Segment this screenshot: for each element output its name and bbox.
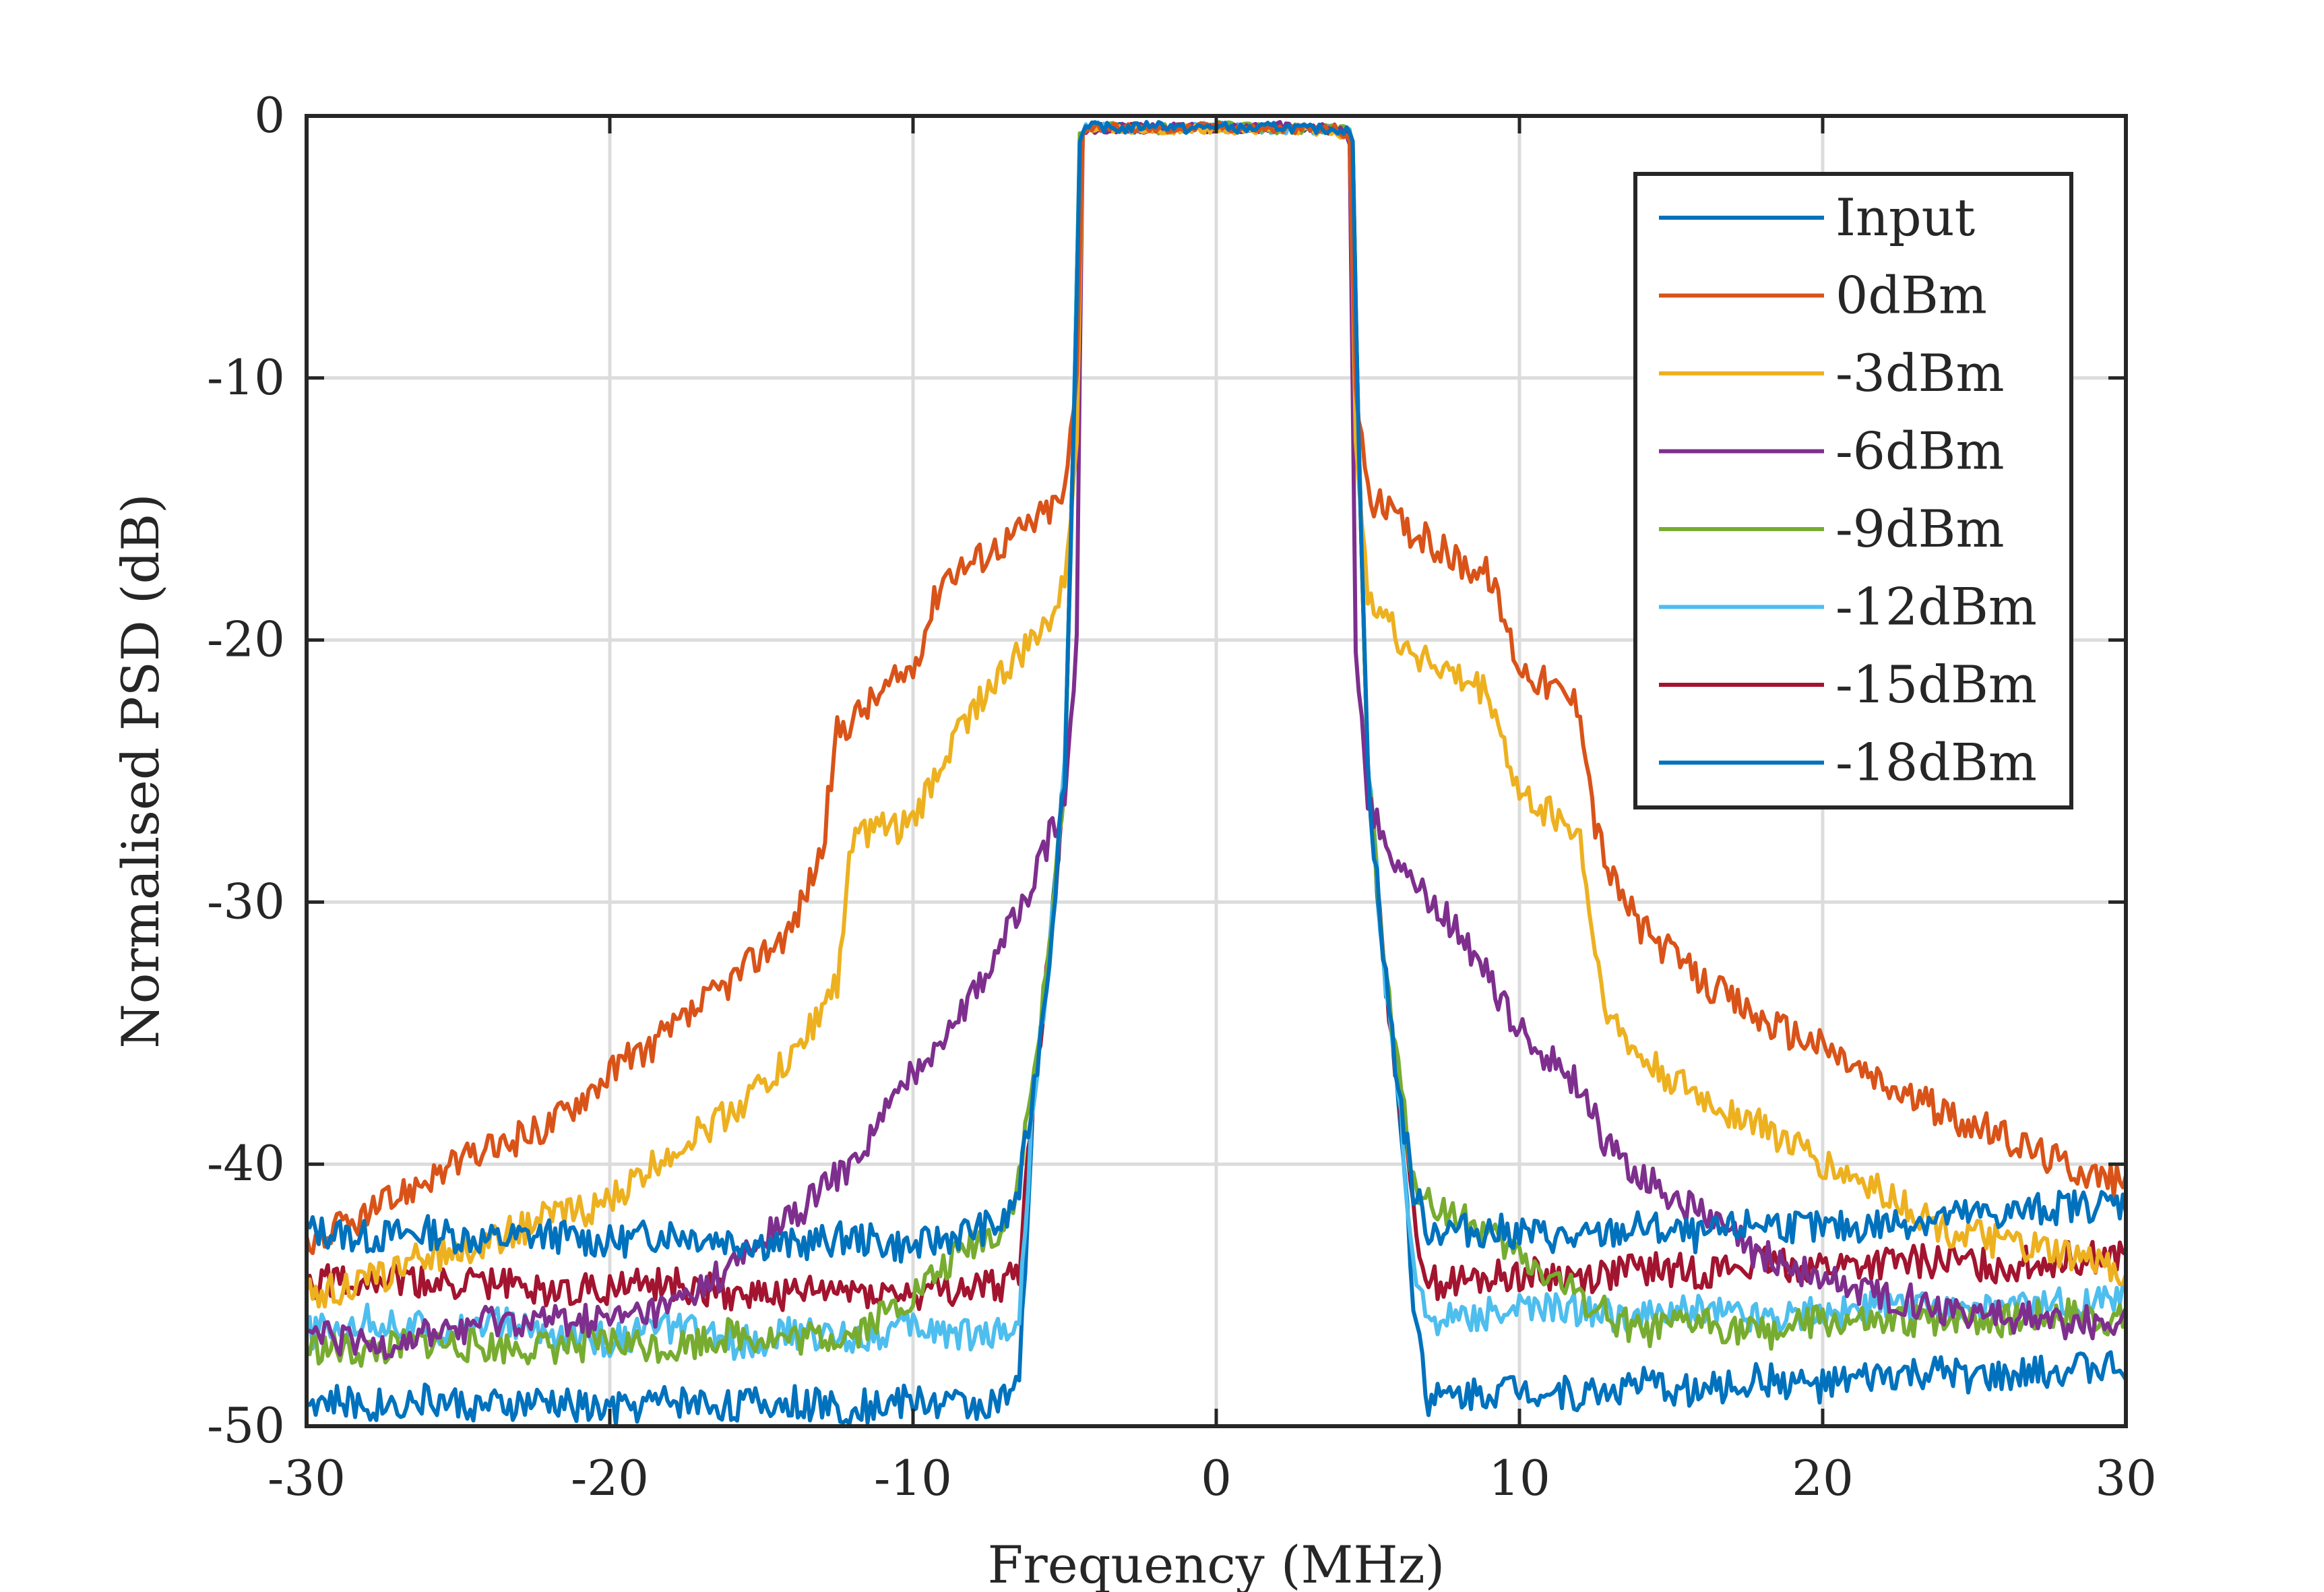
legend-label: -9dBm — [1835, 499, 2005, 559]
legend: Input 0dBm -3dBm -6dBm -9dBm -12dBm -15dBm -18d… — [1633, 172, 2073, 809]
legend-label: -15dBm — [1835, 654, 2037, 714]
x-tick-label: -30 — [268, 1450, 346, 1506]
legend-label: Input — [1835, 187, 1975, 247]
x-tick-label: -20 — [571, 1450, 649, 1506]
tick-labels: -30 -20 -10 0 10 20 30 0 -10 -20 -30 -40 -50 — [207, 87, 2157, 1506]
y-tick-label: -10 — [207, 349, 285, 406]
y-tick-label: -20 — [207, 611, 285, 668]
y-tick-label: -50 — [207, 1397, 285, 1454]
x-tick-label: 30 — [2095, 1450, 2157, 1506]
y-axis-label: Normalised PSD (dB) — [111, 493, 170, 1048]
legend-label: -3dBm — [1835, 343, 2005, 403]
legend-label: -12dBm — [1835, 577, 2037, 637]
y-tick-label: 0 — [254, 87, 285, 144]
legend-box — [1633, 172, 2073, 809]
legend-label: -6dBm — [1835, 421, 2005, 481]
tick-marks — [305, 114, 2128, 1428]
x-tick-label: 10 — [1488, 1450, 1550, 1506]
x-tick-label: 20 — [1792, 1450, 1854, 1506]
legend-label: 0dBm — [1835, 266, 1987, 326]
y-tick-label: -40 — [207, 1135, 285, 1192]
x-tick-label: -10 — [874, 1450, 952, 1506]
y-tick-label: -30 — [207, 873, 285, 929]
x-tick-label: 0 — [1201, 1450, 1232, 1506]
legend-label: -18dBm — [1835, 733, 2037, 793]
x-axis-label: Frequency (MHz) — [988, 1535, 1445, 1592]
